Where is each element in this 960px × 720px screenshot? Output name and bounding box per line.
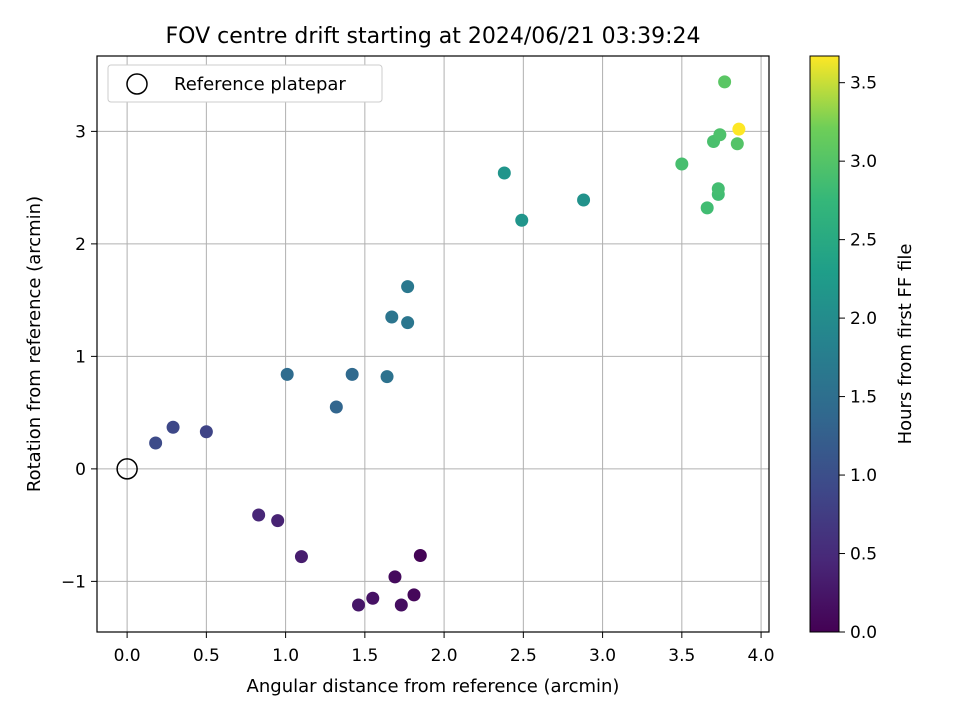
y-axis-ticks: −1 0 1 2 3: [61, 122, 97, 592]
data-points: [116, 75, 746, 612]
x-tick-label: 3.0: [589, 646, 616, 666]
data-point: [345, 367, 359, 381]
data-point: [401, 280, 415, 294]
x-tick-label: 2.0: [431, 646, 458, 666]
data-point: [675, 157, 689, 171]
legend-reference-marker: [126, 73, 148, 95]
y-axis-label: Rotation from reference (arcmin): [24, 196, 45, 492]
data-point: [730, 137, 744, 151]
data-point: [329, 400, 343, 414]
colorbar-label: Hours from first FF file: [895, 244, 916, 445]
colorbar-tick-label: 1.0: [850, 466, 877, 486]
legend-box: [107, 64, 383, 103]
data-point: [401, 316, 415, 330]
x-tick-label: 3.5: [668, 646, 695, 666]
data-point: [252, 508, 266, 522]
y-tick-label: 2: [75, 235, 86, 255]
x-axis-label: Angular distance from reference (arcmin): [247, 676, 620, 697]
y-tick-label: 1: [75, 347, 86, 367]
x-tick-label: 2.5: [510, 646, 537, 666]
data-point: [294, 550, 308, 564]
data-point: [280, 367, 294, 381]
legend-entry: Reference platepar: [174, 74, 346, 95]
grid-lines: [97, 56, 769, 632]
colorbar-tick-label: 3.5: [850, 74, 877, 94]
data-point: [413, 549, 427, 562]
data-point: [166, 420, 180, 434]
data-point: [713, 128, 727, 142]
legend: Reference platepar: [107, 64, 383, 103]
colorbar: 0.0 0.5 1.0 1.5 2.0 2.5 3.0 3.5 Hours from firs…: [809, 55, 916, 643]
colorbar-tick-label: 0.0: [850, 623, 877, 643]
colorbar-gradient: [809, 55, 840, 633]
data-point: [718, 75, 732, 89]
x-axis-ticks: 0.0 0.5 1.0 1.5 2.0 2.5 3.0 3.5 4.0: [114, 632, 775, 666]
data-point: [711, 182, 725, 196]
data-point: [732, 122, 746, 136]
x-tick-label: 1.5: [351, 646, 378, 666]
x-tick-label: 1.0: [272, 646, 299, 666]
data-point: [271, 514, 285, 528]
data-point: [149, 436, 163, 450]
chart-title: FOV centre drift starting at 2024/06/21 …: [166, 24, 701, 49]
data-point: [199, 425, 213, 439]
x-tick-label: 0.5: [193, 646, 220, 666]
colorbar-tick-label: 2.0: [850, 309, 877, 329]
data-point: [407, 588, 421, 602]
data-point: [394, 598, 408, 612]
x-tick-label: 0.0: [114, 646, 141, 666]
data-point: [700, 201, 714, 215]
data-point: [577, 193, 591, 207]
colorbar-tick-label: 1.5: [850, 388, 877, 408]
data-point: [497, 166, 511, 180]
colorbar-tick-label: 2.5: [850, 231, 877, 251]
colorbar-tick-label: 0.5: [850, 545, 877, 565]
colorbar-tick-label: 3.0: [850, 152, 877, 172]
y-tick-label: 0: [75, 460, 86, 480]
data-point: [515, 213, 529, 227]
y-tick-label: 3: [75, 122, 86, 142]
colorbar-ticks: 0.0 0.5 1.0 1.5 2.0 2.5 3.0 3.5: [839, 74, 877, 643]
y-tick-label: −1: [61, 572, 86, 592]
x-tick-label: 4.0: [748, 646, 775, 666]
reference-platepar-marker: [116, 458, 138, 480]
data-point: [366, 591, 380, 605]
data-point: [380, 370, 394, 384]
plot-frame: [96, 55, 770, 633]
data-point: [388, 570, 402, 584]
data-point: [385, 310, 399, 324]
data-point: [352, 598, 366, 612]
